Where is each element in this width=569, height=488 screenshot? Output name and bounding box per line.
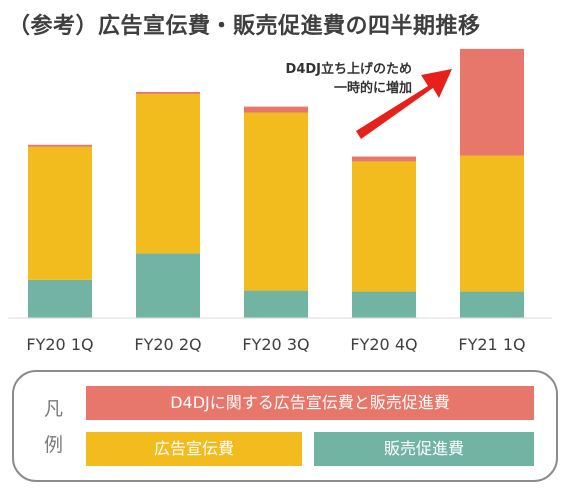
legend-heading-char-1: 凡 [44,398,64,420]
legend-heading-char-2: 例 [44,434,64,456]
legend-item-label: 販売促進費 [383,439,464,458]
x-tick-labels: FY20 1Q FY20 2Q FY20 3Q FY20 4Q FY21 1Q [26,335,525,354]
bar-segment-2-2 [136,93,200,254]
x-tick-label: FY20 3Q [242,335,309,354]
bar-segment-2-3 [244,112,308,291]
chart-title: （参考）広告宣伝費・販売促進費の四半期推移 [8,14,481,39]
annotation-text-line-2: 一時的に増加 [334,80,412,96]
bar-segment-1-2 [136,253,200,318]
legend-item-sales-promotion: 販売促進費 [314,432,534,466]
legend-item-d4dj: D4DJに関する広告宣伝費と販売促進費 [86,386,534,420]
legend-item-advertising: 広告宣伝費 [86,432,302,466]
x-tick-label: FY20 1Q [26,335,93,354]
bar-segment-1-3 [244,290,308,318]
annotation-text-line-1: D4DJ立ち上げのため [286,61,412,77]
bars-layer [28,48,524,318]
bar-segment-3-5 [460,48,524,156]
bar-segment-2-4 [352,161,416,292]
bar-segment-1-1 [28,279,92,318]
bar-segment-3-3 [244,106,308,113]
x-tick-label: FY20 4Q [350,335,417,354]
bar-segment-1-4 [352,291,416,318]
legend-item-label: 広告宣伝費 [153,439,234,458]
bar-segment-1-5 [460,291,524,318]
legend: 凡 例 D4DJに関する広告宣伝費と販売促進費 広告宣伝費 販売促進費 [12,370,558,482]
annotation: D4DJ立ち上げのため 一時的に増加 [286,61,452,139]
bar-segment-2-1 [28,146,92,280]
bar-segment-3-1 [28,144,92,147]
bar-segment-3-2 [136,91,200,94]
stacked-bar-chart: FY20 1Q FY20 2Q FY20 3Q FY20 4Q FY21 1Q D4DJ… [8,48,552,354]
up-arrow-icon [356,69,452,139]
bar-segment-2-5 [460,155,524,292]
x-tick-label: FY20 2Q [134,335,201,354]
legend-item-label: D4DJに関する広告宣伝費と販売促進費 [170,393,450,412]
bar-segment-3-4 [352,156,416,162]
x-tick-label: FY21 1Q [458,335,525,354]
